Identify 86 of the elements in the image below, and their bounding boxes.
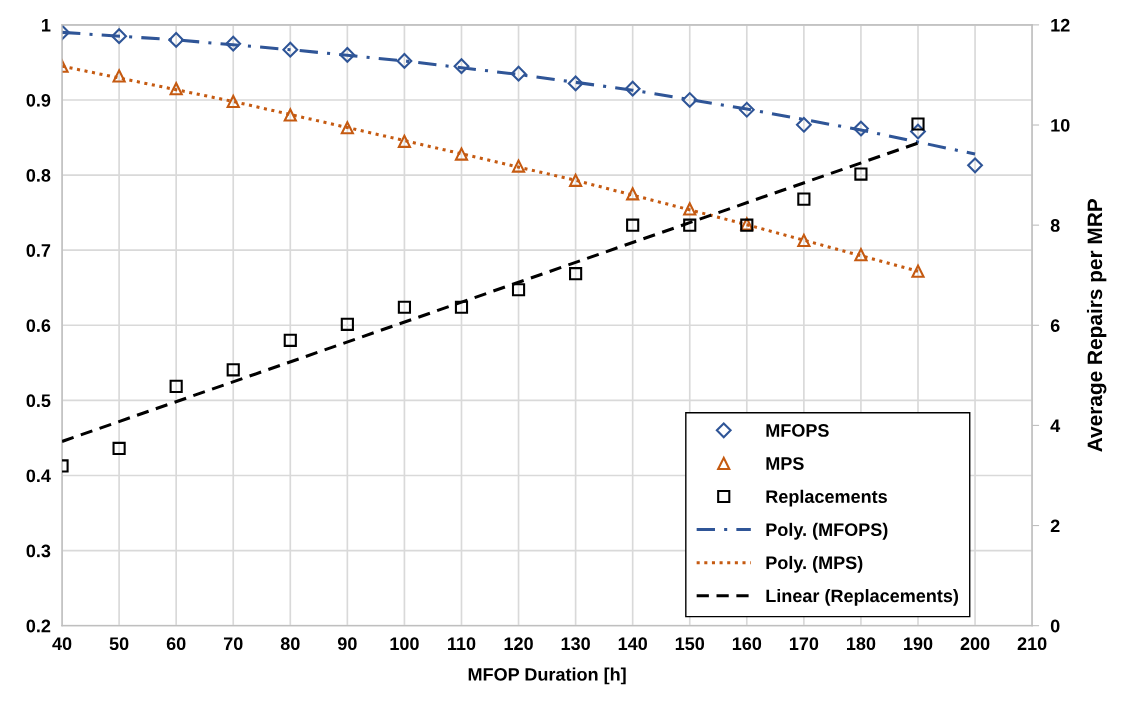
y-tick-label: 0.5 <box>26 394 51 408</box>
point <box>225 35 242 52</box>
point <box>112 441 126 456</box>
x-tick-label: 180 <box>847 637 876 651</box>
y-tick-label: 0.2 <box>26 619 51 633</box>
point <box>510 65 527 82</box>
point <box>567 75 584 92</box>
x-tick-label: 80 <box>280 637 300 651</box>
legend-label: Poly. (MFOPS) <box>766 522 888 540</box>
point <box>340 121 354 135</box>
point <box>454 300 469 314</box>
point <box>396 53 413 69</box>
y-tick-label: 1 <box>42 19 51 32</box>
y-tick-label: 0.6 <box>26 319 51 332</box>
legend-label: MPS <box>766 457 804 470</box>
x-tick-label: 160 <box>732 637 762 651</box>
x-tick-label: 110 <box>448 637 476 651</box>
point <box>738 101 755 118</box>
y-tick-label: 0.8 <box>26 169 51 182</box>
x-tick-label: 70 <box>223 637 243 651</box>
y-tick-label: 0.4 <box>26 469 51 483</box>
point <box>282 41 299 58</box>
point <box>283 333 297 347</box>
point <box>112 69 126 83</box>
x-tick-label: 170 <box>789 637 819 651</box>
x-tick-label: 140 <box>618 637 647 651</box>
x-tick-label: 90 <box>337 637 357 651</box>
point <box>681 92 698 108</box>
x-tick-label: 150 <box>675 637 705 651</box>
x-tick-label: 100 <box>390 637 419 651</box>
point <box>168 31 185 48</box>
point <box>910 123 926 140</box>
y2-tick-label: 12 <box>1051 18 1070 32</box>
x-tick-label: 120 <box>504 637 533 651</box>
point <box>511 283 526 297</box>
point <box>169 82 183 96</box>
y2-tick-label: 2 <box>1050 519 1060 533</box>
x-tick-label: 50 <box>109 637 129 651</box>
point <box>853 120 869 137</box>
point <box>854 167 868 181</box>
point <box>169 379 183 393</box>
legend-label: Linear (Replacements) <box>766 588 959 606</box>
y2-tick-label: 0 <box>1050 619 1060 633</box>
point <box>797 233 811 248</box>
legend-label: MFOPS <box>766 424 829 437</box>
point <box>111 28 128 45</box>
legend-label: Replacements <box>766 489 887 507</box>
y2-tick-label: 10 <box>1051 118 1070 132</box>
point <box>569 173 583 187</box>
point <box>397 300 412 314</box>
point <box>226 94 240 109</box>
x-tick-label: 190 <box>904 637 933 651</box>
y2-tick-label: 4 <box>1050 419 1061 432</box>
x-tick-label: 130 <box>561 637 590 651</box>
y-tick-label: 0.3 <box>26 544 51 558</box>
x-axis-title: MFOP Duration [h] <box>468 667 626 685</box>
point <box>624 80 641 97</box>
point <box>683 218 697 232</box>
point <box>626 187 640 201</box>
point <box>911 117 925 131</box>
x-tick-label: 210 <box>1017 637 1047 651</box>
point <box>453 58 470 75</box>
y2-axis-title: Average Repairs per MRP <box>1086 199 1107 452</box>
y2-tick-label: 8 <box>1050 219 1060 232</box>
point <box>967 157 983 174</box>
point <box>339 47 356 63</box>
point <box>626 218 640 232</box>
y2-tick-label: 6 <box>1050 319 1060 332</box>
point <box>283 108 297 122</box>
point <box>511 159 526 173</box>
point <box>854 248 868 262</box>
point <box>569 267 583 281</box>
x-tick-label: 40 <box>52 637 72 651</box>
y-tick-label: 0.9 <box>26 93 51 107</box>
y-tick-label: 0.7 <box>26 244 51 257</box>
point <box>397 134 412 148</box>
point <box>226 363 240 377</box>
x-tick-label: 60 <box>166 637 186 651</box>
point <box>911 264 925 278</box>
point <box>795 116 812 133</box>
x-tick-label: 200 <box>960 637 990 651</box>
point <box>683 202 697 216</box>
point <box>340 317 354 331</box>
point <box>797 192 811 206</box>
legend-label: Poly. (MPS) <box>766 555 863 573</box>
point <box>454 147 469 161</box>
